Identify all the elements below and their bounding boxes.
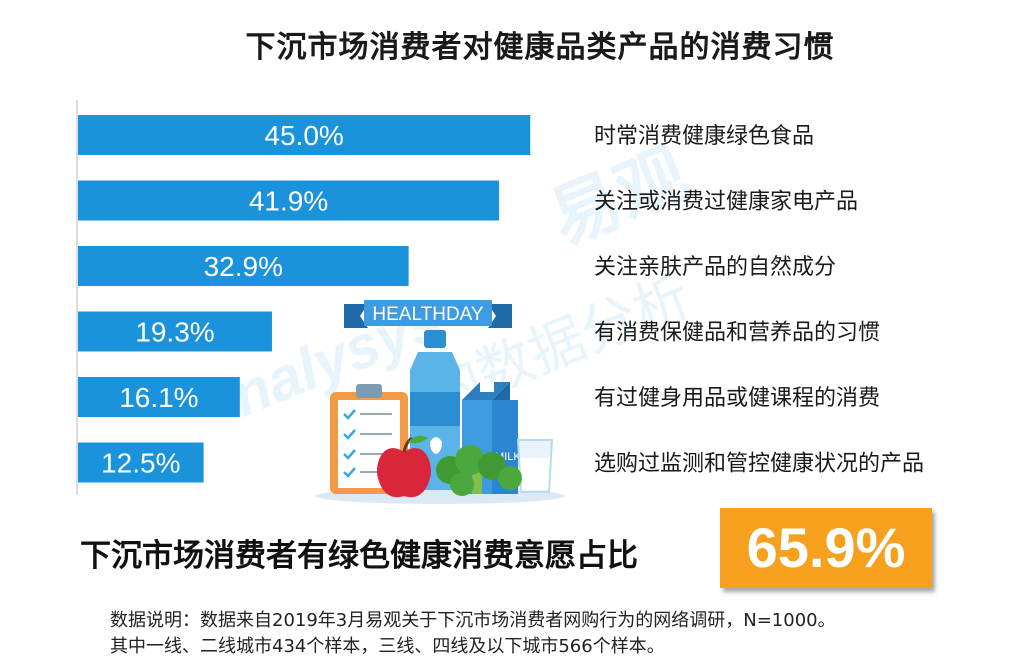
bar-value-label-5: 16.1% <box>119 382 198 413</box>
bar-1 <box>78 115 531 155</box>
bar-value-label-6: 12.5% <box>101 448 180 479</box>
bar-value-label-1: 45.0% <box>264 120 343 151</box>
bar-value-label-3: 32.9% <box>204 251 283 282</box>
summary-value-badge: 65.9% <box>720 508 932 588</box>
healthday-banner: HEALTHDAY <box>344 300 512 328</box>
bar-value-label-4: 19.3% <box>135 317 214 348</box>
category-label-3: 关注亲肤产品的自然成分 <box>594 255 836 280</box>
apple-icon <box>377 435 431 498</box>
bar-2 <box>78 180 500 221</box>
category-label-2: 关注或消费过健康家电产品 <box>594 190 858 215</box>
category-label-5: 有过健身用品或健课程的消费 <box>594 386 880 411</box>
bar-3 <box>78 246 409 286</box>
data-note-line-2: 其中一线、二线城市434个样本，三线、四线及以下城市566个样本。 <box>110 636 665 657</box>
bar-value-label-2: 41.9% <box>249 186 328 217</box>
bars-group: 45.0% 时常消费健康绿色食品 41.9% 关注或消费过健康家电产品 32.9% 关注亲… <box>78 115 924 483</box>
bar-4 <box>78 311 272 352</box>
category-label-4: 有消费保健品和营养品的习惯 <box>594 321 880 346</box>
category-label-6: 选购过监测和管控健康状况的产品 <box>594 452 924 477</box>
summary-label: 下沉市场消费者有绿色健康消费意愿占比 <box>80 538 638 574</box>
data-note: 数据说明：数据来自2019年3月易观关于下沉市场消费者网购行为的网络调研，N=1… <box>110 608 836 660</box>
category-label-1: 时常消费健康绿色食品 <box>594 124 814 149</box>
data-note-line-1: 数据说明：数据来自2019年3月易观关于下沉市场消费者网购行为的网络调研，N=1… <box>110 610 836 631</box>
bar-6 <box>78 442 204 483</box>
broccoli-icon <box>436 445 522 496</box>
chart-title: 下沉市场消费者对健康品类产品的消费习惯 <box>245 30 835 65</box>
health-illustration: MILK HEALTHDAY <box>315 300 565 504</box>
bar-5 <box>78 377 240 417</box>
glass-icon <box>516 439 554 493</box>
banner-label: HEALTHDAY <box>372 304 484 325</box>
